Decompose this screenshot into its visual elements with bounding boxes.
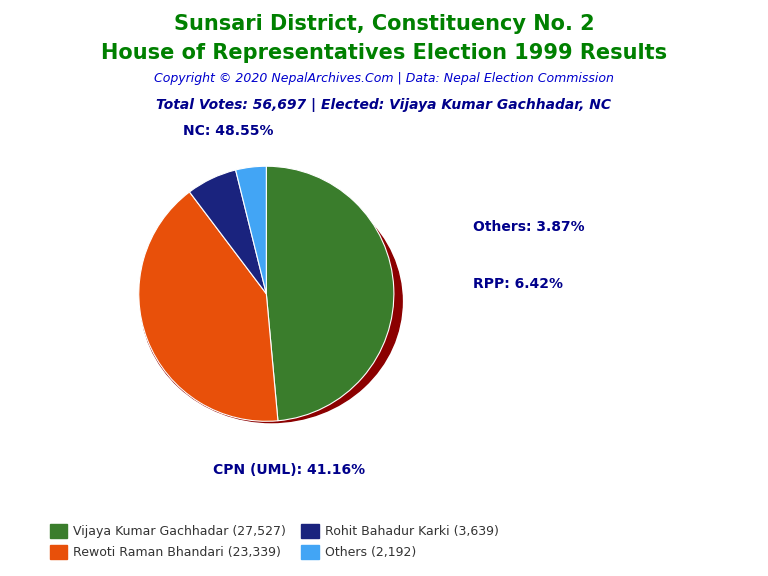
Text: RPP: 6.42%: RPP: 6.42% — [473, 276, 563, 290]
Text: NC: 48.55%: NC: 48.55% — [183, 123, 273, 138]
Text: Others: 3.87%: Others: 3.87% — [473, 221, 584, 234]
Wedge shape — [139, 192, 278, 421]
Text: Sunsari District, Constituency No. 2: Sunsari District, Constituency No. 2 — [174, 14, 594, 35]
Legend: Vijaya Kumar Gachhadar (27,527), Rewoti Raman Bhandari (23,339), Rohit Bahadur K: Vijaya Kumar Gachhadar (27,527), Rewoti … — [45, 519, 504, 564]
Text: House of Representatives Election 1999 Results: House of Representatives Election 1999 R… — [101, 43, 667, 63]
Wedge shape — [236, 166, 266, 294]
Text: Total Votes: 56,697 | Elected: Vijaya Kumar Gachhadar, NC: Total Votes: 56,697 | Elected: Vijaya Ku… — [157, 98, 611, 112]
Text: Copyright © 2020 NepalArchives.Com | Data: Nepal Election Commission: Copyright © 2020 NepalArchives.Com | Dat… — [154, 72, 614, 85]
Wedge shape — [266, 166, 394, 421]
Wedge shape — [190, 170, 266, 294]
Ellipse shape — [141, 180, 402, 423]
Text: CPN (UML): 41.16%: CPN (UML): 41.16% — [214, 463, 366, 477]
